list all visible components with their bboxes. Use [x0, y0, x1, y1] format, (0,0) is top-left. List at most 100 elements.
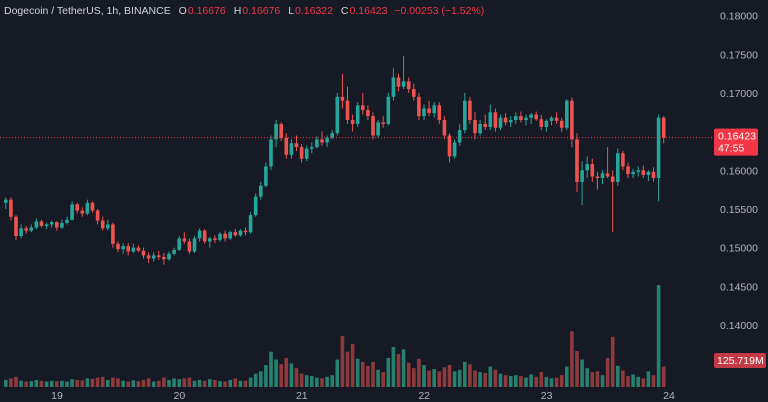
candle-body: [361, 105, 365, 110]
volume-bar: [519, 376, 523, 387]
candle-body: [4, 199, 8, 203]
y-tick-label: 0.17000: [720, 88, 758, 100]
candle-body: [570, 100, 574, 140]
candle-body: [585, 164, 589, 171]
volume-bar: [452, 371, 457, 387]
candle-body: [146, 255, 151, 259]
volume-bar: [544, 376, 549, 387]
candle-body: [544, 120, 549, 127]
volume-bar: [4, 379, 8, 387]
volume-bar: [197, 379, 202, 387]
volume-bar: [228, 379, 232, 387]
candle-body: [136, 247, 141, 251]
candle-body: [508, 120, 513, 123]
candle-body: [651, 171, 656, 179]
candle-body: [75, 204, 79, 211]
volume-bar: [218, 381, 222, 387]
volume-bar: [417, 358, 421, 387]
candle-body: [197, 230, 202, 239]
volume-bar: [631, 374, 635, 387]
volume-bar: [167, 379, 171, 387]
volume-bar: [55, 381, 59, 387]
candle-body: [534, 114, 538, 120]
volume-bar: [269, 351, 273, 387]
candle-body: [396, 77, 401, 87]
x-tick-label: 23: [541, 390, 553, 402]
volume-bar: [330, 375, 334, 387]
candle-body: [366, 109, 370, 117]
candle-body: [218, 233, 222, 240]
ohlc-close-value: 0.16423: [349, 5, 388, 17]
ohlc-change-value: −0.00253 (−1.52%): [394, 5, 485, 17]
candle-body: [294, 143, 299, 148]
candle-body: [549, 117, 554, 121]
volume-bar: [335, 359, 340, 387]
candle-body: [422, 108, 426, 117]
candle-body: [417, 96, 421, 117]
candle-body: [9, 199, 13, 217]
volume-bar: [580, 359, 584, 387]
volume-bar: [422, 365, 426, 387]
volume-bar: [131, 380, 136, 387]
candle-body: [100, 220, 105, 229]
volume-bar: [549, 378, 554, 387]
candle-body: [19, 228, 23, 237]
volume-bar: [381, 372, 385, 387]
volume-bar: [65, 381, 69, 387]
volume-bar: [157, 380, 161, 387]
candle-body: [157, 255, 161, 257]
volume-bar: [437, 371, 442, 387]
candle-body: [636, 170, 640, 172]
candle-body: [631, 171, 635, 175]
candle-body: [55, 222, 59, 228]
volume-bar: [136, 381, 141, 387]
candle-body: [514, 116, 518, 121]
candle-body: [406, 81, 411, 90]
volume-label-bg: [714, 353, 766, 368]
volume-bar: [253, 373, 258, 387]
volume-bar: [75, 379, 79, 387]
volume-bar: [605, 357, 610, 387]
candle-body: [243, 230, 248, 233]
volume-bar: [534, 376, 538, 387]
volume-bar: [141, 379, 146, 387]
candle-body: [162, 256, 166, 260]
volume-bar: [442, 367, 447, 387]
candle-body: [238, 230, 243, 236]
volume-bar: [294, 368, 299, 387]
y-tick-label: 0.16000: [720, 165, 758, 177]
candle-body: [412, 89, 416, 97]
volume-bar: [111, 377, 115, 387]
candle-body: [274, 123, 278, 140]
volume-bar: [14, 376, 18, 387]
volume-bar: [60, 380, 64, 387]
x-tick-label: 19: [51, 390, 63, 402]
volume-bar: [44, 381, 49, 387]
volume-bar: [299, 373, 304, 387]
candle-body: [233, 232, 238, 236]
volume-bar: [151, 381, 156, 387]
volume-bar: [376, 369, 380, 387]
candle-body: [447, 135, 452, 157]
x-tick-label: 20: [174, 390, 186, 402]
candle-body: [646, 171, 651, 175]
candle-body: [39, 221, 44, 226]
candle-body: [187, 241, 192, 252]
volume-bar: [361, 361, 365, 387]
volume-bar: [172, 378, 176, 387]
volume-bar: [325, 376, 329, 387]
volume-bar: [590, 372, 595, 387]
candle-body: [259, 185, 263, 197]
volume-bar: [70, 379, 74, 387]
volume-bar: [355, 358, 360, 387]
volume-bar: [641, 378, 646, 387]
volume-bar: [514, 375, 518, 387]
y-tick-label: 0.18000: [720, 11, 758, 23]
volume-bar: [34, 379, 39, 387]
volume-bar: [106, 379, 110, 387]
candle-body: [463, 100, 467, 131]
y-tick-label: 0.14500: [720, 281, 758, 293]
candle-body: [616, 153, 620, 182]
volume-bar: [126, 381, 130, 387]
